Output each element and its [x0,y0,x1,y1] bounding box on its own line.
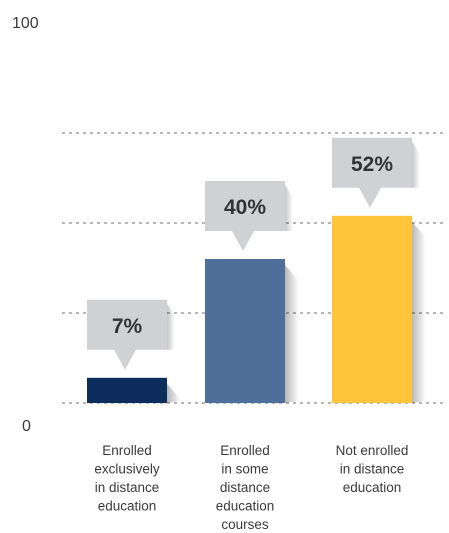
value-label-1: 40% [224,196,266,219]
category-label-1-line-0: Enrolled [220,443,270,458]
bar-group-1: 40% [205,181,299,403]
value-callout-2 [332,137,412,208]
value-callout-1 [205,181,285,251]
value-callout-0 [87,299,167,370]
y-axis: 100 0 [12,15,39,435]
value-label-2: 52% [351,153,393,176]
bar-shadow-1 [285,265,299,403]
callout-shadow-2 [412,141,420,188]
category-label-0-line-0: Enrolled [102,443,152,458]
category-label-0-line-2: in distance [95,480,160,495]
bars: 7% 40% 52% [87,137,426,403]
bar-shadow-0 [167,383,181,403]
category-labels: Enrolled exclusively in distance educationE… [94,443,408,532]
bar-shadow-2 [412,221,426,403]
category-label-1-line-2: distance [220,480,270,495]
y-tick-label-max: 100 [12,15,39,32]
value-label-0: 7% [112,315,143,338]
category-label-0-line-1: exclusively [94,462,160,477]
callout-shadow-1 [285,185,293,231]
category-label-2-line-1: in distance [340,462,405,477]
category-label-2-line-2: education [343,480,402,495]
category-label-1-line-4: courses [221,517,269,532]
category-label-1: Enrolled in some distance education courses [216,443,275,532]
category-label-2-line-0: Not enrolled [336,443,409,458]
callout-shadow-0 [167,303,175,350]
y-tick-label-min: 0 [22,418,31,435]
bar-1 [205,259,285,403]
bar-0 [87,377,167,403]
bar-group-0: 7% [87,299,181,403]
category-label-2: Not enrolled in distance education [336,443,409,495]
category-label-0-line-3: education [98,499,157,514]
bar-group-2: 52% [332,137,426,403]
bar-2 [332,215,412,403]
category-label-1-line-3: education [216,499,275,514]
category-label-1-line-1: in some [221,462,268,477]
category-label-0: Enrolled exclusively in distance education [94,443,160,514]
